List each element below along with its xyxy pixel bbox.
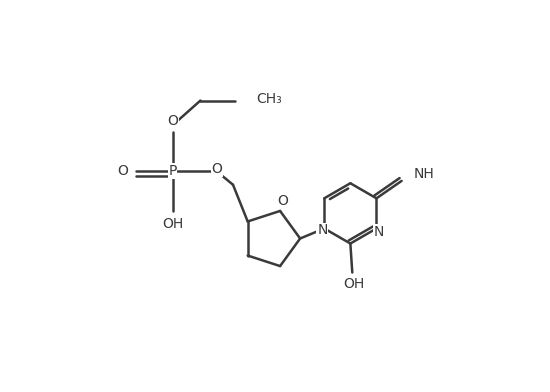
- Text: N: N: [317, 223, 327, 238]
- Text: P: P: [168, 164, 177, 178]
- Text: O: O: [167, 114, 178, 129]
- Text: OH: OH: [344, 277, 365, 291]
- Text: CH₃: CH₃: [256, 92, 282, 105]
- Text: O: O: [212, 162, 222, 176]
- Text: O: O: [277, 194, 288, 208]
- Text: N: N: [373, 225, 383, 239]
- Text: NH: NH: [414, 167, 434, 181]
- Text: OH: OH: [162, 217, 183, 231]
- Text: O: O: [117, 164, 128, 178]
